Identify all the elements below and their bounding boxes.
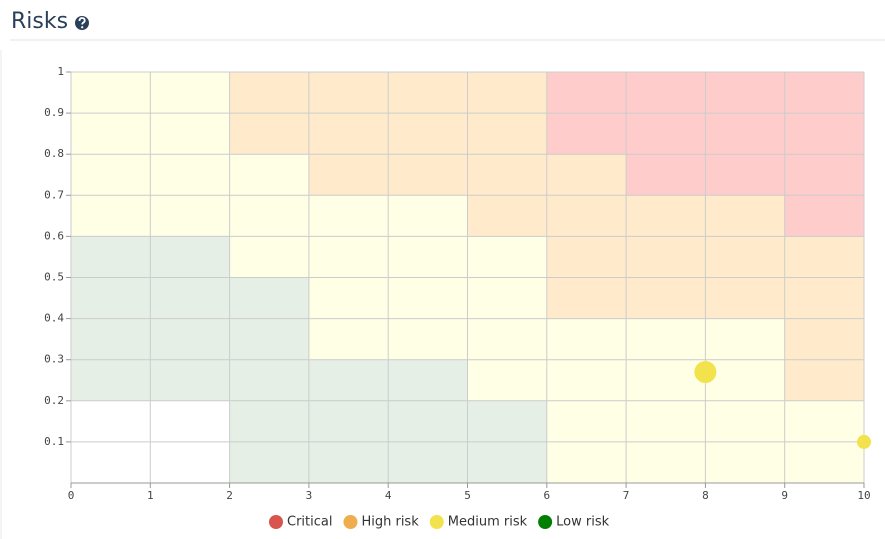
- y-tick-label: 0.8: [44, 147, 64, 160]
- x-tick-label: 7: [623, 489, 630, 502]
- y-tick-label: 0.6: [44, 229, 64, 242]
- y-tick-label: 0.3: [44, 353, 64, 366]
- risk-zone: [784, 195, 864, 237]
- legend-label: Medium risk: [448, 515, 528, 530]
- risk-point: [694, 361, 717, 384]
- x-tick-label: 4: [385, 489, 392, 502]
- x-tick-label: 8: [702, 489, 709, 502]
- x-tick-label: 5: [464, 489, 471, 502]
- risk-zone: [626, 154, 864, 196]
- x-tick-label: 2: [226, 489, 233, 502]
- y-tick-label: 0.9: [44, 106, 64, 119]
- x-tick-label: 10: [857, 489, 870, 502]
- legend-label: High risk: [361, 515, 419, 530]
- x-tick-label: 9: [781, 489, 788, 502]
- legend-swatch: [269, 515, 283, 529]
- x-tick-label: 0: [68, 489, 75, 502]
- legend-swatch: [538, 515, 553, 529]
- x-tick-label: 6: [543, 489, 550, 502]
- risk-zone: [229, 154, 309, 278]
- y-tick-label: 0.1: [44, 435, 64, 448]
- legend-label: Low risk: [556, 515, 609, 530]
- y-tick-label: 1: [57, 65, 64, 78]
- x-tick-label: 3: [306, 489, 313, 502]
- risk-point: [857, 434, 871, 449]
- y-tick-label: 0.7: [44, 188, 64, 201]
- y-tick-label: 0.5: [44, 271, 64, 284]
- legend-label: Critical: [287, 515, 332, 530]
- y-tick-label: 0.4: [44, 312, 64, 325]
- legend-swatch: [429, 515, 444, 529]
- x-tick-label: 1: [147, 489, 154, 502]
- legend-swatch: [343, 515, 358, 529]
- y-tick-label: 0.2: [44, 394, 64, 407]
- risk-zone: [229, 277, 309, 483]
- page-title: Risks: [11, 9, 68, 34]
- help-icon[interactable]: [75, 16, 89, 30]
